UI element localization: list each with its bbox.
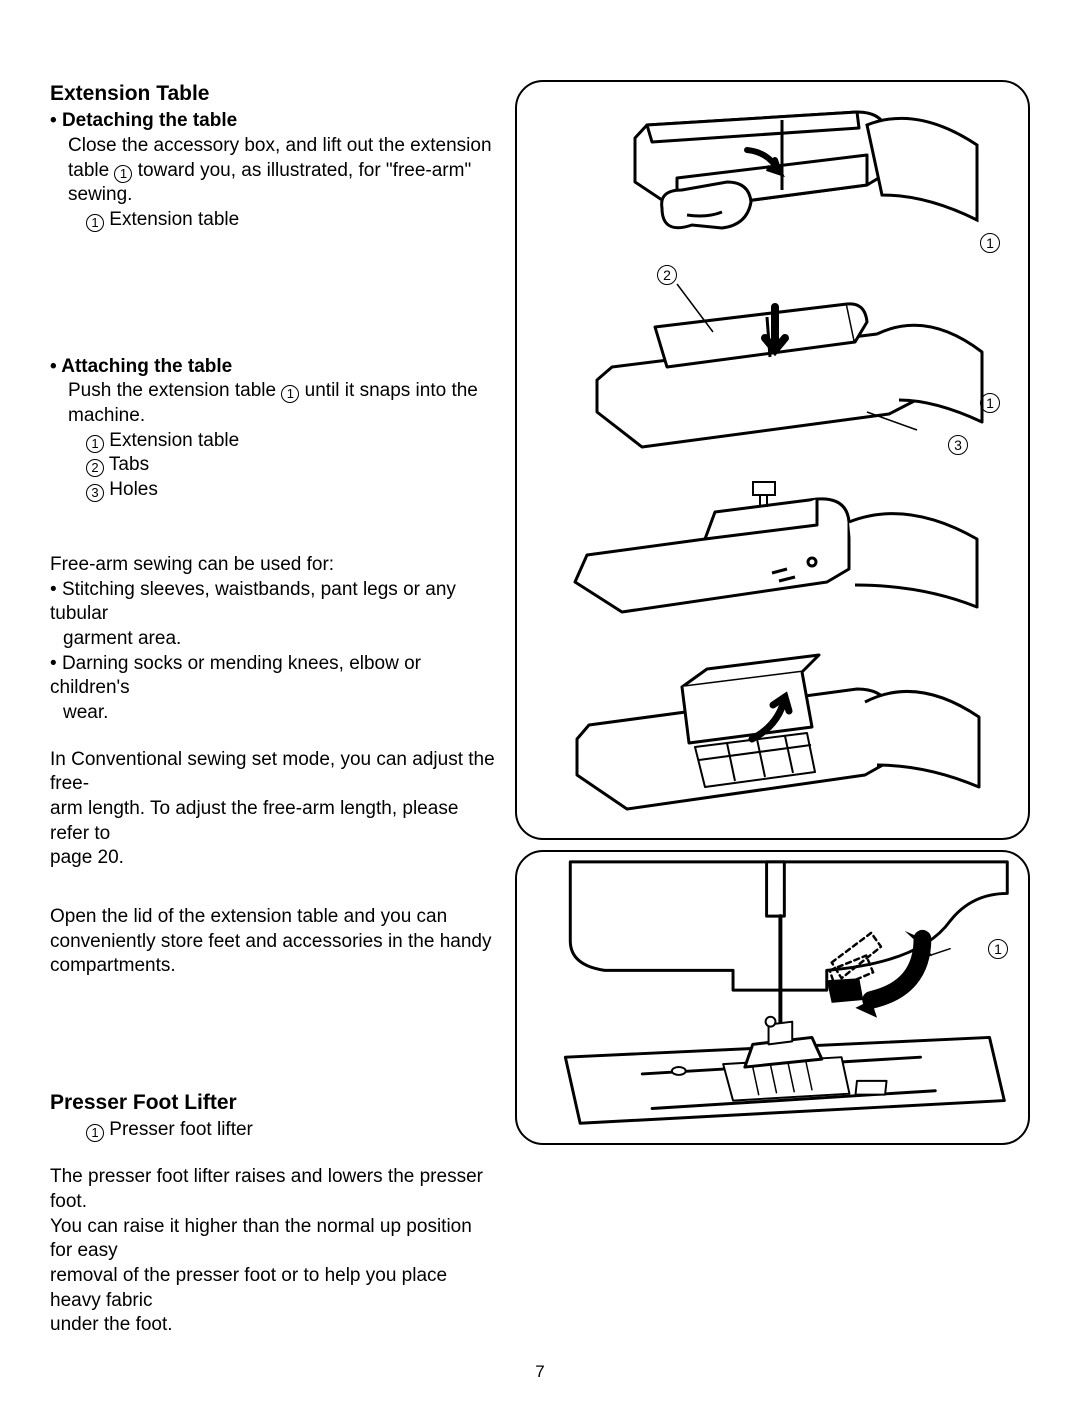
detach-line-2-pre: table <box>68 160 114 181</box>
presser-foot-illustration <box>517 852 1028 1143</box>
callout-presser-1: 1 <box>988 938 1008 959</box>
text-column: Extension Table Detaching the table Clos… <box>50 80 495 1338</box>
presser-p3: removal of the presser foot or to help y… <box>50 1264 495 1313</box>
conventional-l1: In Conventional sewing set mode, you can… <box>50 748 495 797</box>
freearm-bullet-1b: garment area. <box>50 627 495 652</box>
attach-item-2-label: Tabs <box>104 454 149 475</box>
storage-l1: Open the lid of the extension table and … <box>50 905 495 930</box>
section-title-presser-foot: Presser Foot Lifter <box>50 1089 495 1116</box>
page-columns: Extension Table Detaching the table Clos… <box>50 80 1030 1338</box>
callout-2: 2 <box>657 264 677 285</box>
circled-1-icon: 1 <box>86 214 104 232</box>
callout-3: 3 <box>948 434 968 455</box>
detach-line-1: Close the accessory box, and lift out th… <box>68 134 495 159</box>
attach-illustration <box>517 272 997 462</box>
presser-item-1: 1 Presser foot lifter <box>50 1118 495 1143</box>
freearm-bullet-1a: Stitching sleeves, waistbands, pant legs… <box>50 578 495 627</box>
storage-illustration <box>517 647 997 832</box>
detach-line-2: table 1 toward you, as illustrated, for … <box>68 159 495 208</box>
freearm-bullet-2a: Darning socks or mending knees, elbow or… <box>50 652 495 701</box>
attach-body: Push the extension table 1 until it snap… <box>50 379 495 428</box>
section-title-extension-table: Extension Table <box>50 80 495 107</box>
storage-l2: conveniently store feet and accessories … <box>50 930 495 955</box>
circled-1-icon: 1 <box>281 385 299 403</box>
detach-item-1-label: Extension table <box>104 209 239 230</box>
attach-line-1-post: until it snaps into the <box>299 380 478 401</box>
freearm-illustration <box>517 477 997 642</box>
attach-item-1: 1 Extension table <box>50 429 495 454</box>
circled-1-icon: 1 <box>114 165 132 183</box>
presser-item-1-label: Presser foot lifter <box>104 1119 253 1140</box>
page-number: 7 <box>0 1361 1080 1383</box>
circled-1-icon: 1 <box>86 435 104 453</box>
circled-2-icon: 2 <box>86 459 104 477</box>
presser-p4: under the foot. <box>50 1313 495 1338</box>
detach-illustration <box>517 90 997 265</box>
presser-p1: The presser foot lifter raises and lower… <box>50 1165 495 1214</box>
detach-item-1: 1 Extension table <box>50 208 495 233</box>
presser-foot-figure: 1 <box>515 850 1030 1145</box>
storage-l3: compartments. <box>50 954 495 979</box>
detach-heading: Detaching the table <box>50 109 495 134</box>
attach-heading: Attaching the table <box>50 355 495 380</box>
presser-p2: You can raise it higher than the normal … <box>50 1215 495 1264</box>
conventional-l3: page 20. <box>50 846 495 871</box>
callout-1b: 1 <box>980 392 1000 413</box>
extension-table-figure: 1 2 1 3 <box>515 80 1030 840</box>
conventional-l2: arm length. To adjust the free-arm lengt… <box>50 797 495 846</box>
detach-body: Close the accessory box, and lift out th… <box>50 134 495 208</box>
attach-line-2: machine. <box>68 404 495 429</box>
attach-item-3-label: Holes <box>104 479 158 500</box>
figure-column: 1 2 1 3 <box>515 80 1030 1338</box>
callout-1: 1 <box>980 232 1000 253</box>
freearm-bullet-2b: wear. <box>50 701 495 726</box>
attach-item-1-label: Extension table <box>104 430 239 451</box>
attach-line-1: Push the extension table 1 until it snap… <box>68 379 495 404</box>
freearm-intro: Free-arm sewing can be used for: <box>50 553 495 578</box>
circled-3-icon: 3 <box>86 484 104 502</box>
attach-item-2: 2 Tabs <box>50 453 495 478</box>
attach-line-1-pre: Push the extension table <box>68 380 281 401</box>
attach-item-3: 3 Holes <box>50 478 495 503</box>
circled-1-icon: 1 <box>86 1124 104 1142</box>
